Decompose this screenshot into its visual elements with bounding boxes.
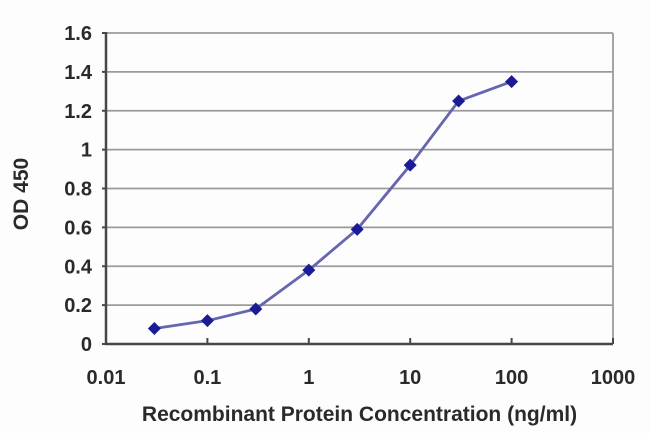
x-tick-label: 10: [399, 367, 421, 389]
series-line: [152, 80, 514, 330]
y-tick-label: 0.2: [64, 295, 92, 317]
y-tick-label: 0.8: [64, 179, 92, 201]
data-point-marker: [147, 321, 161, 335]
y-tick-label: 1.2: [64, 101, 92, 123]
y-tick-label: 1: [81, 140, 92, 162]
x-tick-label: 0.1: [193, 367, 221, 389]
y-axis-title: OD 450: [10, 157, 33, 231]
data-point-marker: [350, 222, 364, 236]
y-tick-label: 0.4: [64, 256, 93, 278]
y-tick-label: 1.4: [64, 62, 93, 84]
data-point-marker: [302, 263, 316, 277]
x-tick-label: 1000: [591, 367, 636, 389]
x-axis-title: Recombinant Protein Concentration (ng/ml…: [141, 403, 578, 426]
x-tick-label: 100: [495, 367, 528, 389]
y-tick-label: 0: [81, 334, 92, 356]
data-point-marker: [200, 314, 214, 328]
x-tick-label: 1: [303, 367, 314, 389]
data-point-marker: [505, 75, 519, 89]
y-tick-label: 0.6: [64, 217, 92, 239]
x-tick-label: 0.01: [87, 367, 126, 389]
data-point-marker: [249, 302, 263, 316]
y-tick-label: 1.6: [64, 23, 92, 45]
data-point-marker: [452, 94, 466, 108]
data-point-marker: [403, 158, 417, 172]
